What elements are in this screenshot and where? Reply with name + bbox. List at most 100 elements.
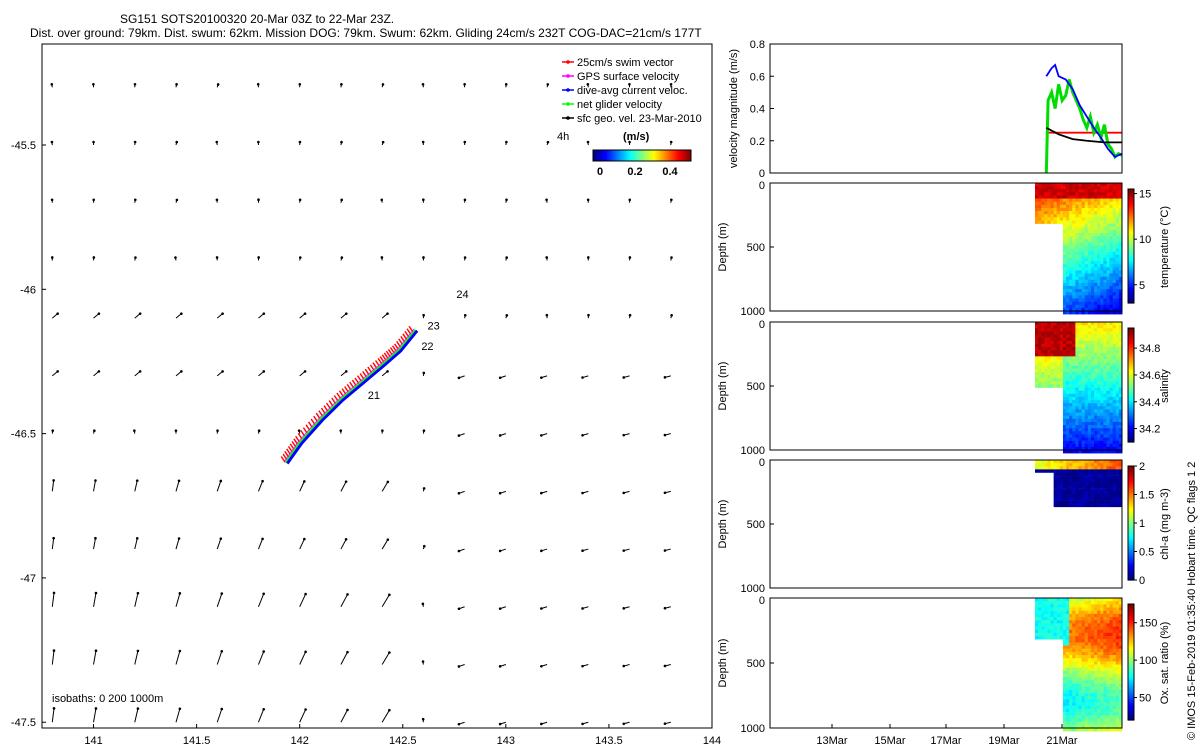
heatmap-cell [1081,440,1086,445]
heatmap-cell [1097,371,1101,376]
heatmap-cell [1094,674,1098,678]
heatmap-cell [1100,655,1104,659]
heatmap-cell [1053,497,1058,501]
velocity-arrow-head [386,312,389,315]
map-y-tick-label: -45.5 [11,140,36,152]
heatmap-cell [1103,728,1107,732]
heatmap-cell [1084,236,1089,240]
heatmap-cell [1084,431,1089,435]
heatmap-cell [1075,412,1079,416]
heatmap-cell [1081,257,1086,262]
heatmap-cell [1106,214,1111,218]
colorbar-cell [1128,479,1134,482]
heatmap-cell [1062,276,1067,281]
heatmap-cell [1078,686,1083,691]
heatmap-cell [1072,387,1076,391]
heatmap-cell [1062,674,1067,678]
heatmap-cell [1053,365,1058,370]
heatmap-cell [1062,715,1067,719]
heatmap-cell [1112,620,1117,624]
heatmap-cell [1094,632,1098,637]
heatmap-cell [1097,254,1101,259]
colorbar-label: chl-a (mg m-3) [1159,488,1171,560]
heatmap-cell [1087,667,1092,672]
heatmap-cell [1115,245,1120,249]
velocity-arrow-head [663,491,667,495]
colorbar-cell [1128,704,1134,708]
heatmap-cell [1097,331,1101,335]
heatmap-cell [1097,365,1101,370]
heatmap-cell [1084,425,1089,429]
heatmap-cell [1112,491,1117,495]
heatmap-cell [1100,251,1104,256]
heatmap-cell [1084,488,1089,492]
heatmap-cell [1053,331,1058,335]
velocity-arrow-head [339,429,343,432]
colorbar-cell [651,150,653,161]
colorbar-cell [598,150,600,161]
heatmap-cell [1078,403,1083,407]
colorbar-cell [593,150,595,161]
heatmap-cell [1066,431,1070,435]
heatmap-cell [1115,443,1120,448]
heatmap-cell [1100,696,1104,700]
heatmap-cell [1097,337,1101,342]
heatmap-cell [1097,661,1101,665]
heatmap-cell [1069,632,1073,637]
heatmap-cell [1050,629,1055,634]
velocity-ylabel: velocity magnitude (m/s) [728,49,740,168]
heatmap-cell [1087,270,1092,274]
heatmap-cell [1094,443,1098,448]
heatmap-cell [1118,629,1123,634]
velocity-arrow [299,593,307,607]
heatmap-cell [1062,242,1067,246]
heatmap-cell [1062,343,1067,348]
colorbar-cell [1128,390,1134,394]
heatmap-cell [1103,629,1107,634]
heatmap-cell [1066,705,1070,710]
heatmap-cell [1090,217,1095,221]
heatmap-cell [1109,428,1114,432]
heatmap-cell [1081,267,1086,271]
heatmap-cell [1115,229,1120,234]
heatmap-cell [1094,359,1098,363]
heatmap-cell [1069,384,1073,388]
heatmap-cell [1050,186,1055,190]
heatmap-cell [1075,245,1079,249]
heatmap-cell [1106,242,1111,246]
heatmap-cell [1106,359,1111,363]
heatmap-cell [1090,421,1095,426]
heatmap-cell [1115,264,1120,268]
heatmap-cell [1062,680,1067,684]
heatmap-cell [1118,484,1123,489]
heatmap-cell [1090,431,1095,435]
heatmap-cell [1081,724,1086,729]
heatmap-cell [1090,613,1095,618]
heatmap-cell [1066,396,1070,401]
heatmap-cell [1109,261,1114,265]
heatmap-cell [1059,375,1064,379]
heatmap-cell [1109,450,1114,454]
heatmap-cell [1041,322,1045,326]
heatmap-cell [1081,245,1086,249]
heatmap-cell [1062,307,1067,312]
heatmap-cell [1094,371,1098,376]
colorbar-cell [1128,266,1134,270]
heatmap-cell [1115,693,1120,697]
heatmap-cell [1118,497,1123,501]
heatmap-cell [1075,214,1079,218]
heatmap-cell [1106,264,1111,268]
heatmap-cell [1072,610,1076,615]
colorbar-tick-label: 34.4 [1139,397,1160,409]
heatmap-cell [1094,655,1098,659]
heatmap-cell [1044,384,1048,388]
heatmap-cell [1097,214,1101,218]
heatmap-cell [1097,617,1101,621]
heatmap-cell [1094,183,1098,187]
heatmap-cell [1115,325,1120,329]
heatmap-cell [1084,248,1089,252]
heatmap-cell [1035,359,1039,363]
heatmap-cell [1109,396,1114,401]
heatmap-cell [1106,610,1111,615]
